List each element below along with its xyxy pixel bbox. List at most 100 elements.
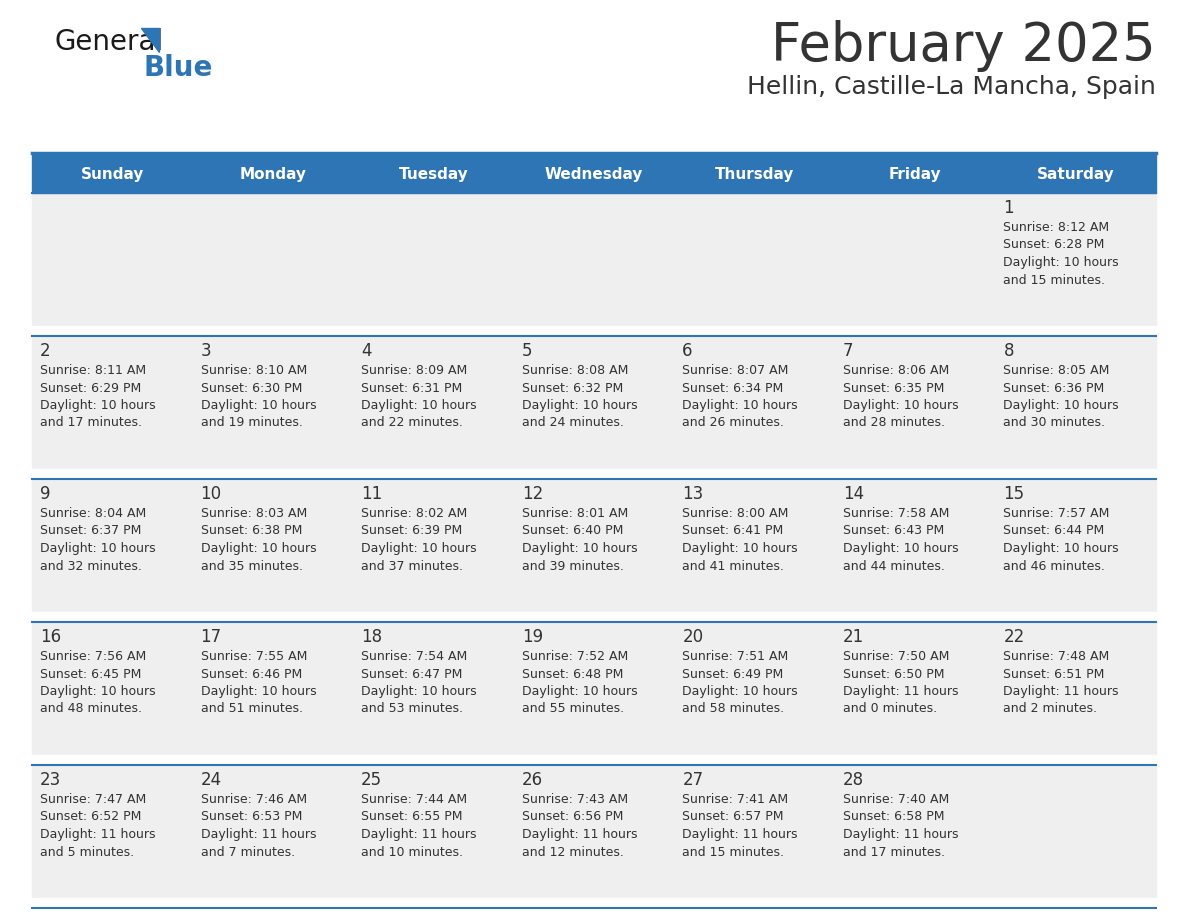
Text: Sunrise: 8:12 AM: Sunrise: 8:12 AM [1004, 221, 1110, 234]
Text: Friday: Friday [889, 166, 941, 182]
Text: Daylight: 10 hours: Daylight: 10 hours [1004, 542, 1119, 555]
Text: 20: 20 [682, 628, 703, 646]
Bar [32, 479, 1156, 612]
Text: Sunset: 6:40 PM: Sunset: 6:40 PM [522, 524, 623, 538]
Text: and 7 minutes.: and 7 minutes. [201, 845, 295, 858]
Text: and 0 minutes.: and 0 minutes. [842, 702, 937, 715]
Text: Sunday: Sunday [81, 166, 144, 182]
Text: Sunset: 6:49 PM: Sunset: 6:49 PM [682, 667, 784, 680]
Text: Sunrise: 7:47 AM: Sunrise: 7:47 AM [40, 793, 146, 806]
Text: and 22 minutes.: and 22 minutes. [361, 417, 463, 430]
Text: Sunset: 6:52 PM: Sunset: 6:52 PM [40, 811, 141, 823]
Text: Daylight: 11 hours: Daylight: 11 hours [842, 685, 959, 698]
Text: Sunrise: 7:57 AM: Sunrise: 7:57 AM [1004, 507, 1110, 520]
Text: Sunrise: 8:10 AM: Sunrise: 8:10 AM [201, 364, 307, 377]
Text: 27: 27 [682, 771, 703, 789]
Text: Daylight: 10 hours: Daylight: 10 hours [1004, 256, 1119, 269]
Text: Sunrise: 8:07 AM: Sunrise: 8:07 AM [682, 364, 789, 377]
Text: 17: 17 [201, 628, 222, 646]
Text: Sunset: 6:36 PM: Sunset: 6:36 PM [1004, 382, 1105, 395]
Text: Tuesday: Tuesday [398, 166, 468, 182]
Text: Sunset: 6:48 PM: Sunset: 6:48 PM [522, 667, 623, 680]
Text: Sunrise: 8:02 AM: Sunrise: 8:02 AM [361, 507, 467, 520]
Text: Daylight: 10 hours: Daylight: 10 hours [361, 399, 476, 412]
Text: Sunrise: 7:58 AM: Sunrise: 7:58 AM [842, 507, 949, 520]
Text: and 39 minutes.: and 39 minutes. [522, 559, 624, 573]
Text: Sunrise: 8:09 AM: Sunrise: 8:09 AM [361, 364, 467, 377]
Text: Daylight: 11 hours: Daylight: 11 hours [361, 828, 476, 841]
Text: and 55 minutes.: and 55 minutes. [522, 702, 624, 715]
Text: Hellin, Castille-La Mancha, Spain: Hellin, Castille-La Mancha, Spain [747, 75, 1156, 99]
Bar [32, 612, 1156, 622]
Text: and 19 minutes.: and 19 minutes. [201, 417, 303, 430]
Text: Daylight: 10 hours: Daylight: 10 hours [40, 399, 156, 412]
Text: 3: 3 [201, 342, 211, 360]
Text: Daylight: 10 hours: Daylight: 10 hours [682, 685, 798, 698]
Text: Sunrise: 8:05 AM: Sunrise: 8:05 AM [1004, 364, 1110, 377]
Text: Daylight: 11 hours: Daylight: 11 hours [682, 828, 798, 841]
Text: Daylight: 10 hours: Daylight: 10 hours [40, 542, 156, 555]
Text: and 48 minutes.: and 48 minutes. [40, 702, 143, 715]
Text: Daylight: 11 hours: Daylight: 11 hours [522, 828, 637, 841]
Bar [32, 469, 1156, 479]
Text: Daylight: 10 hours: Daylight: 10 hours [201, 542, 316, 555]
Text: Sunset: 6:45 PM: Sunset: 6:45 PM [40, 667, 141, 680]
Text: Sunrise: 8:04 AM: Sunrise: 8:04 AM [40, 507, 146, 520]
Text: and 28 minutes.: and 28 minutes. [842, 417, 944, 430]
Text: 24: 24 [201, 771, 222, 789]
Text: 10: 10 [201, 485, 222, 503]
Text: Sunset: 6:58 PM: Sunset: 6:58 PM [842, 811, 944, 823]
Text: Sunset: 6:35 PM: Sunset: 6:35 PM [842, 382, 944, 395]
Text: Sunset: 6:50 PM: Sunset: 6:50 PM [842, 667, 944, 680]
Text: Daylight: 10 hours: Daylight: 10 hours [682, 542, 798, 555]
Text: Sunset: 6:55 PM: Sunset: 6:55 PM [361, 811, 462, 823]
Text: Daylight: 10 hours: Daylight: 10 hours [1004, 399, 1119, 412]
Text: Sunset: 6:29 PM: Sunset: 6:29 PM [40, 382, 141, 395]
Bar [32, 155, 1156, 193]
Text: Sunrise: 8:03 AM: Sunrise: 8:03 AM [201, 507, 307, 520]
Text: Wednesday: Wednesday [545, 166, 643, 182]
Text: and 5 minutes.: and 5 minutes. [40, 845, 134, 858]
Text: Sunset: 6:39 PM: Sunset: 6:39 PM [361, 524, 462, 538]
Bar [32, 326, 1156, 336]
Text: 28: 28 [842, 771, 864, 789]
Text: 25: 25 [361, 771, 383, 789]
Text: 4: 4 [361, 342, 372, 360]
Text: and 53 minutes.: and 53 minutes. [361, 702, 463, 715]
Text: Daylight: 10 hours: Daylight: 10 hours [842, 542, 959, 555]
Text: and 15 minutes.: and 15 minutes. [682, 845, 784, 858]
Bar [32, 193, 1156, 326]
Text: Sunrise: 7:54 AM: Sunrise: 7:54 AM [361, 650, 467, 663]
Text: Sunset: 6:38 PM: Sunset: 6:38 PM [201, 524, 302, 538]
Text: Daylight: 10 hours: Daylight: 10 hours [40, 685, 156, 698]
Text: Daylight: 11 hours: Daylight: 11 hours [40, 828, 156, 841]
Text: and 12 minutes.: and 12 minutes. [522, 845, 624, 858]
Text: Daylight: 10 hours: Daylight: 10 hours [842, 399, 959, 412]
Text: Daylight: 10 hours: Daylight: 10 hours [361, 685, 476, 698]
Text: Daylight: 11 hours: Daylight: 11 hours [201, 828, 316, 841]
Text: Sunrise: 7:55 AM: Sunrise: 7:55 AM [201, 650, 307, 663]
Text: 2: 2 [40, 342, 51, 360]
Text: Blue: Blue [143, 54, 213, 82]
Text: 18: 18 [361, 628, 383, 646]
Text: Sunrise: 7:50 AM: Sunrise: 7:50 AM [842, 650, 949, 663]
Text: 7: 7 [842, 342, 853, 360]
Text: Sunset: 6:31 PM: Sunset: 6:31 PM [361, 382, 462, 395]
Text: and 30 minutes.: and 30 minutes. [1004, 417, 1105, 430]
Text: Daylight: 10 hours: Daylight: 10 hours [522, 399, 637, 412]
Text: Sunrise: 8:11 AM: Sunrise: 8:11 AM [40, 364, 146, 377]
Text: and 24 minutes.: and 24 minutes. [522, 417, 624, 430]
Bar [32, 336, 1156, 469]
Text: 6: 6 [682, 342, 693, 360]
Text: Sunrise: 7:41 AM: Sunrise: 7:41 AM [682, 793, 789, 806]
Text: Daylight: 10 hours: Daylight: 10 hours [201, 685, 316, 698]
Text: 8: 8 [1004, 342, 1013, 360]
Text: February 2025: February 2025 [771, 20, 1156, 72]
Text: Daylight: 10 hours: Daylight: 10 hours [522, 542, 637, 555]
Bar [32, 622, 1156, 755]
Text: 1: 1 [1004, 199, 1015, 217]
Text: 11: 11 [361, 485, 383, 503]
Text: Sunrise: 8:01 AM: Sunrise: 8:01 AM [522, 507, 628, 520]
Text: 22: 22 [1004, 628, 1025, 646]
Text: Sunrise: 7:48 AM: Sunrise: 7:48 AM [1004, 650, 1110, 663]
